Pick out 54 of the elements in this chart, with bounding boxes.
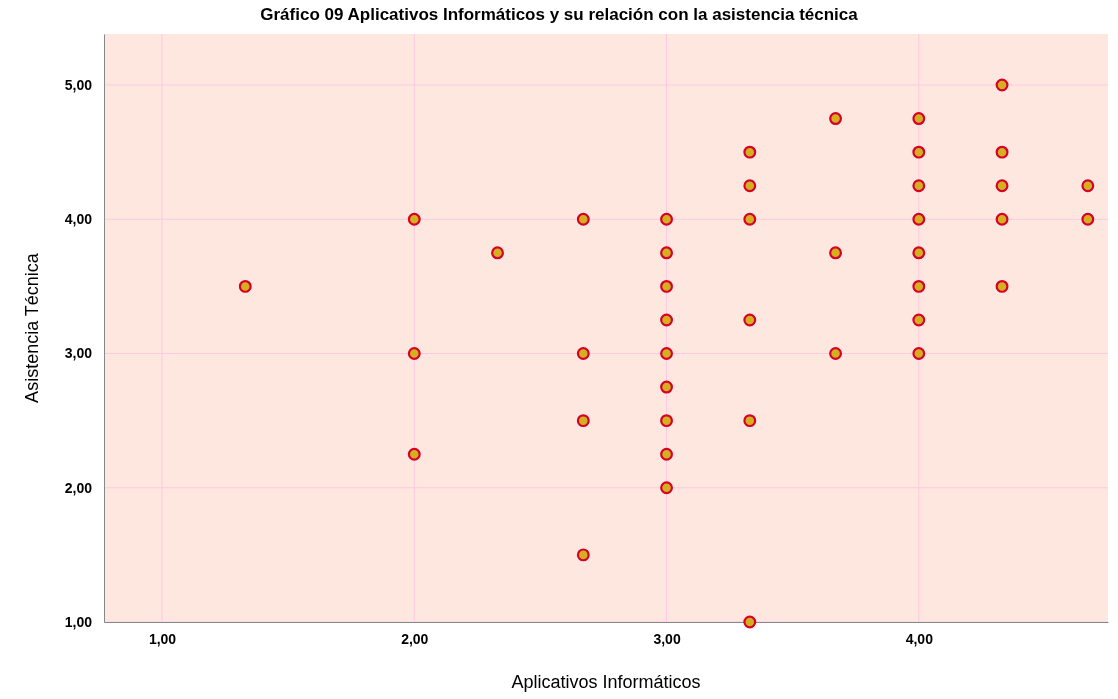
point (1081, 212, 1095, 226)
point (912, 313, 926, 327)
x-tick-label: 1,00 (148, 630, 177, 647)
point (1081, 179, 1095, 193)
x-tick-label: 3,00 (653, 630, 681, 647)
point (238, 279, 252, 293)
point (407, 212, 421, 226)
point (660, 347, 673, 360)
point (995, 78, 1009, 92)
y-tick-label: 4,00 (64, 211, 93, 228)
point (743, 145, 757, 159)
point (660, 481, 673, 495)
point (407, 447, 421, 461)
point (829, 112, 843, 126)
y-tick-label: 5,00 (64, 76, 93, 93)
chart-title: Gráfico 09 Aplicativos Informáticos y su relación con la asistencia técnica (260, 5, 859, 24)
point (660, 414, 673, 428)
point (912, 179, 926, 193)
point (912, 112, 926, 126)
point (829, 246, 843, 260)
point (743, 179, 757, 193)
point (912, 347, 926, 360)
point (912, 279, 926, 293)
point (660, 246, 673, 260)
point (912, 246, 926, 260)
point (912, 212, 926, 226)
point (995, 212, 1009, 226)
point (743, 212, 757, 226)
point (660, 212, 673, 226)
point (576, 212, 590, 226)
point (743, 313, 757, 327)
point (576, 414, 590, 428)
point (912, 145, 926, 159)
y-axis-title: Asistencia Técnica (22, 252, 42, 403)
x-axis-title: Aplicativos Informáticos (511, 672, 701, 692)
point (576, 548, 590, 562)
y-tick-label: 1,00 (64, 613, 93, 630)
x-tick-label: 2,00 (401, 630, 429, 647)
point (407, 347, 421, 360)
point (660, 380, 673, 394)
point (995, 145, 1009, 159)
point (995, 279, 1009, 293)
point (829, 347, 843, 360)
point (660, 447, 673, 461)
y-tick-label: 2,00 (64, 479, 93, 496)
point (743, 615, 757, 629)
y-tick-label: 3,00 (64, 345, 93, 362)
point (491, 246, 504, 260)
point (576, 347, 590, 360)
point (660, 279, 673, 293)
point (660, 313, 673, 327)
point (995, 179, 1009, 193)
point (743, 414, 757, 428)
x-tick-label: 4,00 (905, 630, 934, 647)
